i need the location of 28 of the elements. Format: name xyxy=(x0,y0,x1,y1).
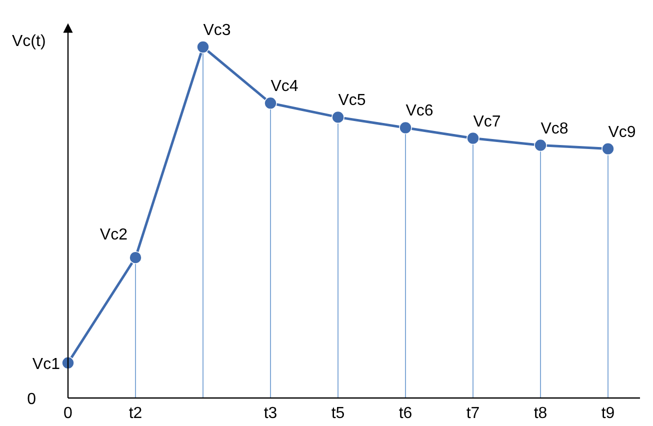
annotation: Vc6 xyxy=(406,102,434,120)
text: 0 xyxy=(27,391,36,408)
text: Vc3 xyxy=(203,22,231,39)
annotation: Vc7 xyxy=(473,113,501,130)
point xyxy=(62,356,74,370)
x-tick-label: t3 xyxy=(264,405,278,422)
point xyxy=(196,40,210,54)
point xyxy=(264,96,277,110)
point xyxy=(602,142,614,156)
annotation: Vc8 xyxy=(540,120,568,138)
x-tick-label: t9 xyxy=(601,405,615,422)
x-tick-label: 0 xyxy=(64,405,73,422)
x-tick-label: t2 xyxy=(128,405,142,422)
point xyxy=(534,138,547,152)
y-axis-title: Vc(t) xyxy=(12,33,46,50)
annotation: Vc9 xyxy=(608,124,636,141)
x-tick-label: t6 xyxy=(398,405,412,422)
text: Vc1 xyxy=(32,356,60,373)
annotation: Vc5 xyxy=(338,92,366,110)
x-tick-label: t8 xyxy=(534,405,548,422)
point xyxy=(399,121,412,134)
annotation: Vc4 xyxy=(270,78,298,96)
point xyxy=(129,251,142,264)
x-tick-label: t7 xyxy=(466,405,480,422)
x-tick-label: t5 xyxy=(331,405,345,422)
point xyxy=(466,132,480,145)
annotation: Vc2 xyxy=(100,226,128,244)
point xyxy=(332,110,344,124)
